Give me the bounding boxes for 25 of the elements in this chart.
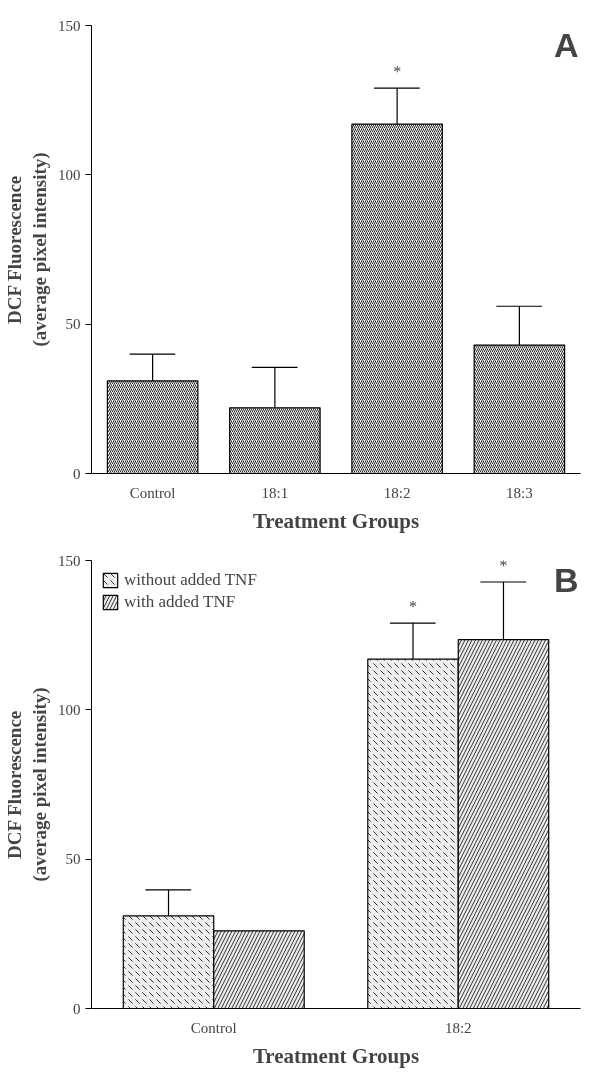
y-tick-label: 100 bbox=[58, 701, 81, 718]
y-axis-title: DCF Fluorescence (average pixel intensity) bbox=[3, 152, 51, 347]
y-tick-label: 100 bbox=[58, 166, 81, 183]
y-tick-label: 50 bbox=[65, 316, 81, 333]
annotation: * bbox=[409, 598, 418, 616]
annotation: B bbox=[553, 560, 579, 599]
x-tick-label: Control bbox=[129, 484, 176, 501]
x-axis-title: Treatment Groups bbox=[252, 508, 420, 533]
y-tick-label: 50 bbox=[65, 851, 81, 868]
x-tick-label: Control bbox=[190, 1019, 237, 1036]
y-tick-label: 150 bbox=[58, 17, 81, 34]
x-tick-label: 18:2 bbox=[383, 484, 411, 501]
x-tick-label: 18:2 bbox=[444, 1019, 472, 1036]
annotation: * bbox=[499, 557, 508, 574]
y-tick-label: 0 bbox=[73, 465, 81, 482]
legend-label: with added TNF bbox=[124, 592, 236, 612]
y-tick-label: 150 bbox=[58, 552, 81, 569]
annotation: A bbox=[553, 25, 579, 64]
x-tick-label: 18:1 bbox=[261, 484, 289, 501]
legend-label: without added TNF bbox=[124, 570, 257, 590]
x-tick-label: 18:3 bbox=[506, 484, 533, 501]
y-tick-label: 0 bbox=[73, 1000, 81, 1017]
y-axis-title: DCF Fluorescence (average pixel intensity) bbox=[3, 687, 51, 882]
annotation: * bbox=[393, 63, 402, 81]
x-axis-title: Treatment Groups bbox=[252, 1043, 420, 1068]
